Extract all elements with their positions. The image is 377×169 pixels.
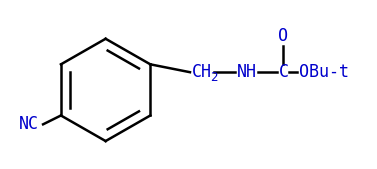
Text: NC: NC	[19, 115, 39, 133]
Text: OBu-t: OBu-t	[299, 63, 349, 81]
Text: O: O	[278, 27, 288, 45]
Text: CH: CH	[192, 63, 212, 81]
Text: 2: 2	[210, 71, 218, 84]
Text: NH: NH	[237, 63, 257, 81]
Text: C: C	[279, 63, 289, 81]
